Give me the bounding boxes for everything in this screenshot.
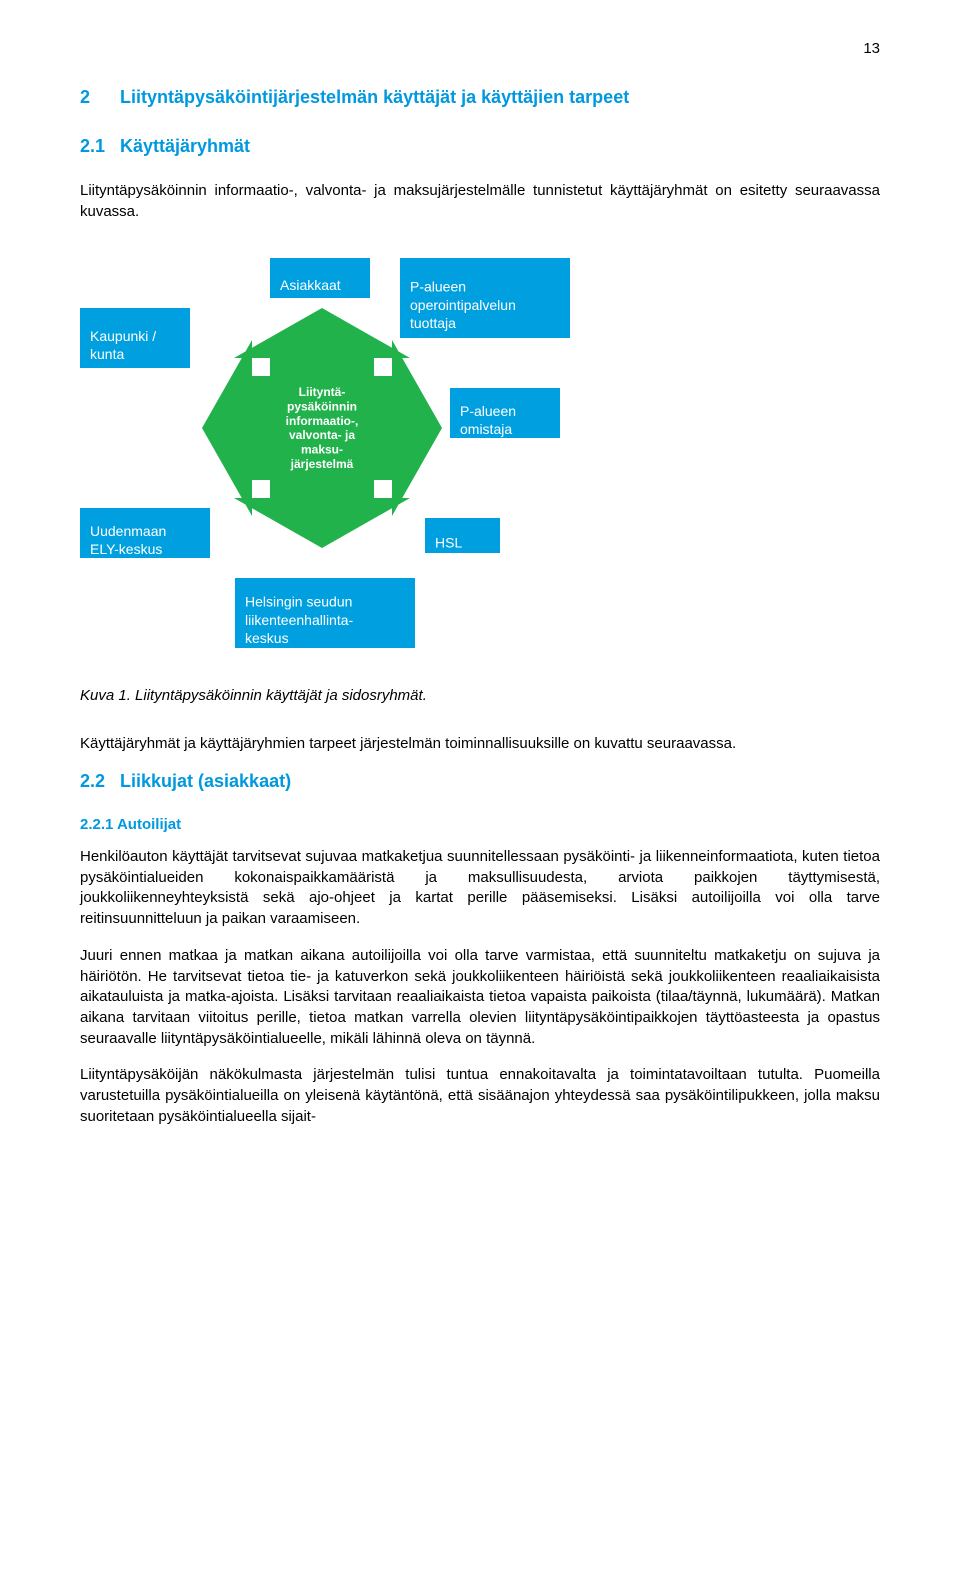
heading-level-3: 2.2.1 Autoilijat: [80, 816, 880, 833]
caption-text: Liityntäpysäköinnin käyttäjät ja sidosry…: [135, 687, 427, 704]
heading-text: Liikkujat (asiakkaat): [120, 771, 291, 791]
svg-text:liikenteenhallinta-: liikenteenhallinta-: [245, 612, 354, 628]
diagram-svg: Liityntä-pysäköinnininformaatio-,valvont…: [80, 238, 680, 668]
diagram-box-asiakkaat: Asiakkaat: [270, 258, 370, 298]
diagram-box-palueen_op: P-alueen operointipalvelun tuottaja: [400, 258, 570, 338]
figure-caption: Kuva 1. Liityntäpysäköinnin käyttäjät ja…: [80, 687, 880, 704]
heading-level-1: 2Liityntäpysäköintijärjestelmän käyttäjä…: [80, 87, 880, 108]
heading-level-2: 2.2Liikkujat (asiakkaat): [80, 771, 880, 792]
page-number: 13: [80, 40, 880, 57]
paragraph: Käyttäjäryhmät ja käyttäjäryhmien tarpee…: [80, 734, 880, 755]
diagram-box-kaupunki: Kaupunki / kunta: [80, 308, 190, 368]
svg-text:valvonta- ja: valvonta- ja: [289, 429, 355, 443]
svg-text:keskus: keskus: [245, 630, 289, 646]
svg-text:Helsingin seudun: Helsingin seudun: [245, 594, 352, 610]
heading-text: Liityntäpysäköintijärjestelmän käyttäjät…: [120, 87, 629, 107]
svg-text:ELY-keskus: ELY-keskus: [90, 541, 162, 557]
svg-text:P-alueen: P-alueen: [410, 279, 466, 295]
diagram-box-hsl: HSL: [425, 518, 500, 553]
svg-text:operointipalvelun: operointipalvelun: [410, 297, 516, 313]
paragraph: Liityntäpysäköinnin informaatio-, valvon…: [80, 181, 880, 222]
svg-text:Kaupunki /: Kaupunki /: [90, 328, 156, 344]
heading-number: 2.2: [80, 771, 120, 792]
svg-text:Uudenmaan: Uudenmaan: [90, 523, 166, 539]
svg-text:kunta: kunta: [90, 346, 124, 362]
diagram-box-palueen_om: P-alueen omistaja: [450, 388, 560, 438]
diagram-box-helsinki: Helsingin seudun liikenteenhallinta-kesku…: [235, 578, 415, 648]
svg-text:Liityntä-: Liityntä-: [299, 385, 346, 399]
caption-prefix: Kuva 1.: [80, 687, 131, 704]
heading-text: Käyttäjäryhmät: [120, 136, 250, 156]
stakeholder-diagram: Liityntä-pysäköinnininformaatio-,valvont…: [80, 238, 880, 673]
svg-text:tuottaja: tuottaja: [410, 315, 456, 331]
svg-text:maksu-: maksu-: [301, 443, 343, 457]
paragraph: Henkilöauton käyttäjät tarvitsevat sujuv…: [80, 847, 880, 930]
svg-text:HSL: HSL: [435, 535, 462, 551]
svg-text:pysäköinnin: pysäköinnin: [287, 400, 357, 414]
heading-number: 2.1: [80, 136, 120, 157]
svg-text:omistaja: omistaja: [460, 421, 512, 437]
paragraph: Liityntäpysäköijän näkökulmasta järjeste…: [80, 1065, 880, 1127]
heading-level-2: 2.1Käyttäjäryhmät: [80, 136, 880, 157]
svg-text:P-alueen: P-alueen: [460, 403, 516, 419]
svg-text:järjestelmä: järjestelmä: [290, 457, 354, 471]
diagram-box-ely: Uudenmaan ELY-keskus: [80, 508, 210, 558]
svg-text:Asiakkaat: Asiakkaat: [280, 277, 341, 293]
heading-number: 2: [80, 87, 120, 108]
paragraph: Juuri ennen matkaa ja matkan aikana auto…: [80, 946, 880, 1049]
svg-text:informaatio-,: informaatio-,: [286, 414, 359, 428]
